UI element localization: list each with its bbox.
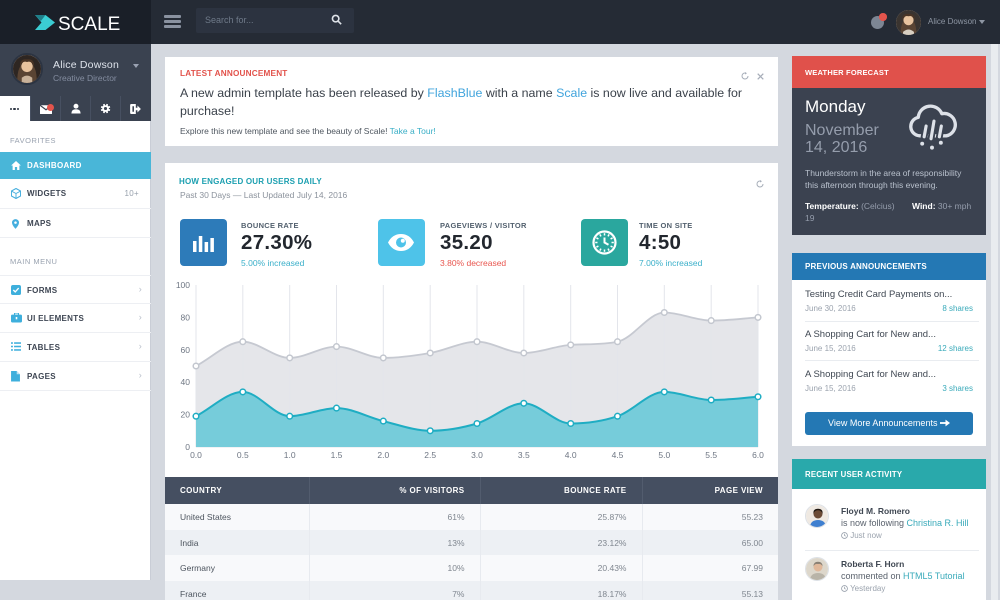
svg-text:0.0: 0.0 [190, 450, 202, 460]
svg-text:5.0: 5.0 [658, 450, 670, 460]
svg-text:0: 0 [185, 442, 190, 452]
svg-text:2.0: 2.0 [377, 450, 389, 460]
svg-text:3.5: 3.5 [518, 450, 530, 460]
svg-text:80: 80 [181, 312, 191, 322]
svg-text:100: 100 [176, 280, 190, 290]
svg-text:0.5: 0.5 [237, 450, 249, 460]
svg-text:60: 60 [181, 345, 191, 355]
svg-text:40: 40 [181, 377, 191, 387]
svg-text:6.0: 6.0 [752, 450, 764, 460]
svg-text:1.5: 1.5 [331, 450, 343, 460]
svg-text:20: 20 [181, 410, 191, 420]
svg-text:4.0: 4.0 [565, 450, 577, 460]
svg-text:4.5: 4.5 [612, 450, 624, 460]
svg-text:2.5: 2.5 [424, 450, 436, 460]
svg-text:3.0: 3.0 [471, 450, 483, 460]
svg-text:1.0: 1.0 [284, 450, 296, 460]
svg-text:5.5: 5.5 [705, 450, 717, 460]
